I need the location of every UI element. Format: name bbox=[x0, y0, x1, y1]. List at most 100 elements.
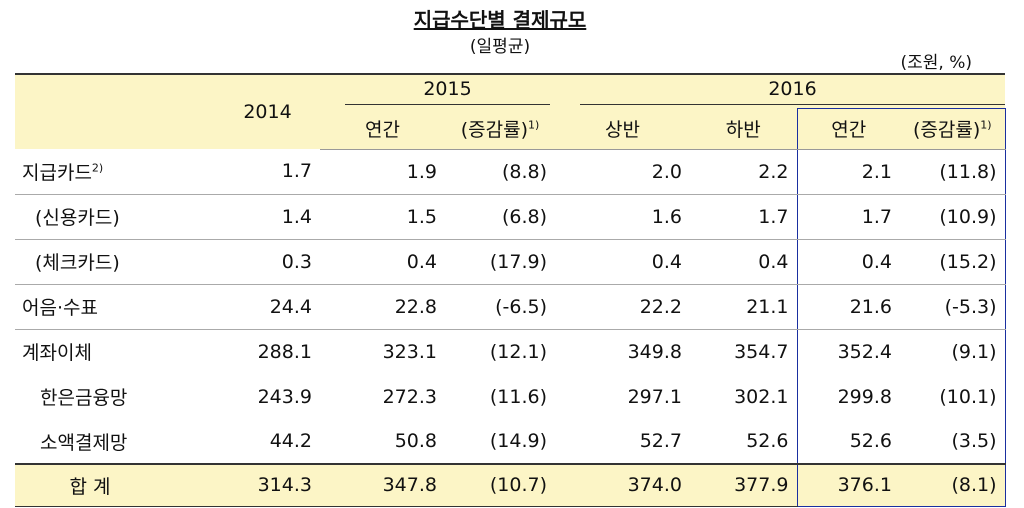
cell: 377.9 bbox=[690, 463, 797, 507]
data-row: (신용카드) 1.4 1.5 (6.8) 1.6 1.7 1.7 (10.9) bbox=[15, 194, 1006, 240]
row-label-text: 소액결제망 bbox=[40, 431, 128, 454]
cell: 21.6 bbox=[796, 284, 900, 330]
year-header: 2015 bbox=[320, 73, 555, 108]
data-row: 한은금융망 243.9 272.3 (11.6) 297.1 302.1 299.8 (10.… bbox=[15, 374, 1006, 419]
cell: 0.4 bbox=[796, 239, 900, 285]
unit: (조원, %) bbox=[900, 53, 972, 73]
cell: 24.4 bbox=[215, 284, 320, 330]
column-header: 상반 bbox=[555, 108, 690, 150]
cell: (10.1) bbox=[900, 374, 1006, 419]
cell: 22.8 bbox=[320, 284, 445, 330]
row-label: 계좌이체 bbox=[15, 329, 215, 374]
row-label-text: 어음·수표 bbox=[22, 297, 98, 319]
cell: (10.9) bbox=[900, 194, 1006, 240]
cell: (10.7) bbox=[445, 463, 555, 507]
cell: (3.5) bbox=[900, 419, 1006, 464]
data-row: 어음·수표 24.4 22.8 (-6.5) 22.2 21.1 21.6 (-5.3) bbox=[15, 284, 1006, 330]
row-label: 지급카드2) bbox=[15, 149, 215, 195]
row-label-text: (신용카드) bbox=[35, 207, 120, 229]
column-label: (증감률) bbox=[912, 119, 981, 141]
cell: (11.8) bbox=[900, 149, 1006, 195]
cell: (8.1) bbox=[900, 463, 1006, 507]
cell: (-6.5) bbox=[445, 284, 555, 330]
row-label-text: (체크카드) bbox=[35, 252, 120, 274]
cell: 50.8 bbox=[394, 430, 437, 452]
cell: 297.1 bbox=[627, 385, 682, 408]
cell: 2.1 bbox=[796, 149, 900, 195]
cell: 0.3 bbox=[215, 239, 320, 285]
cell: (6.8) bbox=[445, 194, 555, 240]
cell: 22.2 bbox=[555, 284, 690, 330]
cell: 272.3 bbox=[382, 385, 437, 408]
cell: 44.2 bbox=[269, 430, 312, 452]
cell: 52.6 bbox=[746, 430, 789, 452]
cell: (9.1) bbox=[900, 329, 1006, 374]
cell: 1.5 bbox=[320, 194, 445, 240]
cell: 349.8 bbox=[627, 340, 682, 363]
cell: 21.1 bbox=[690, 284, 797, 330]
cell: 1.7 bbox=[796, 194, 900, 240]
cell: 302.1 bbox=[734, 385, 789, 408]
row-label-text: 합 계 bbox=[69, 475, 111, 498]
cell: 52.6 bbox=[796, 419, 900, 464]
cell: (14.9) bbox=[489, 430, 547, 452]
cell: 243.9 bbox=[257, 385, 312, 408]
column-label: 연간 bbox=[365, 118, 400, 141]
header-row: 연간 (증감률)1) 상반 하반 연간 (증감률)1) bbox=[15, 107, 1006, 150]
cell: 0.4 bbox=[555, 239, 690, 285]
cell: 299.8 bbox=[796, 374, 900, 419]
footnote-mark: 1) bbox=[980, 118, 992, 132]
cell: (15.2) bbox=[900, 239, 1006, 285]
footnote-mark: 2) bbox=[91, 161, 104, 175]
row-label: 소액결제망 bbox=[15, 419, 215, 464]
cell: 2.0 bbox=[555, 149, 690, 195]
cell: 1.6 bbox=[555, 194, 690, 240]
cell: 376.1 bbox=[796, 463, 900, 507]
cell: 323.1 bbox=[382, 340, 437, 363]
cell: (8.8) bbox=[445, 149, 555, 195]
cell: 1.7 bbox=[215, 149, 320, 195]
column-label: (증감률) bbox=[460, 118, 528, 141]
row-label-text: 지급카드 bbox=[22, 161, 92, 184]
data-row: 지급카드2) 1.7 1.9 (8.8) 2.0 2.2 2.1 (11.8) bbox=[15, 149, 1006, 195]
cell: 374.0 bbox=[555, 463, 690, 507]
row-label: (신용카드) bbox=[15, 194, 215, 240]
cell: (11.6) bbox=[489, 385, 547, 408]
row-label: (체크카드) bbox=[15, 239, 215, 285]
table: 2014 2015 2016 연간 (증감률)1) 상반 하반 연간 (증감률)1) 지급카드2)… bbox=[15, 73, 1006, 507]
column-label: 연간 bbox=[831, 119, 867, 141]
cell: 354.7 bbox=[734, 340, 789, 363]
data-row: 소액결제망 44.2 50.8 (14.9) 52.7 52.6 52.6 (3.5) bbox=[15, 419, 1006, 464]
year-header: 2014 bbox=[215, 73, 320, 149]
year-header: 2016 bbox=[555, 73, 1005, 108]
data-row: (체크카드) 0.3 0.4 (17.9) 0.4 0.4 0.4 (15.2) bbox=[15, 239, 1006, 285]
column-header: 하반 bbox=[690, 108, 797, 150]
cell: 1.7 bbox=[690, 194, 797, 240]
column-header: 연간 bbox=[796, 107, 900, 150]
year: 2016 bbox=[580, 78, 1005, 105]
cell: 52.7 bbox=[639, 430, 682, 452]
subtitle: (일평균) bbox=[469, 37, 531, 57]
cell: 2.2 bbox=[690, 149, 797, 195]
column-header: (증감률)1) bbox=[900, 107, 1006, 150]
corner bbox=[15, 73, 215, 149]
cell: 314.3 bbox=[215, 463, 320, 507]
row-label-text: 계좌이체 bbox=[22, 342, 92, 365]
data-row: 합 계 314.3 347.8 (10.7) 374.0 377.9 376.1 (8.1) bbox=[15, 463, 1006, 507]
cell: 0.4 bbox=[320, 239, 445, 285]
row-label: 어음·수표 bbox=[15, 284, 215, 330]
row-label-text: 한은금융망 bbox=[40, 387, 128, 409]
row-label: 합 계 bbox=[15, 463, 215, 507]
title: 지급수단별 결제규모 bbox=[413, 8, 587, 32]
cell: 352.4 bbox=[796, 329, 900, 374]
column-label: 하반 bbox=[725, 118, 761, 141]
footnote-mark: 1) bbox=[527, 118, 540, 132]
row-label: 한은금융망 bbox=[15, 374, 215, 419]
year: 2014 bbox=[243, 101, 292, 123]
cell: 288.1 bbox=[257, 340, 312, 363]
data-row: 계좌이체 288.1 323.1 (12.1) 349.8 354.7 352.4 (9.1) bbox=[15, 329, 1006, 374]
cell: (12.1) bbox=[489, 340, 547, 363]
cell: (-5.3) bbox=[900, 284, 1006, 330]
cell: 347.8 bbox=[320, 463, 445, 507]
